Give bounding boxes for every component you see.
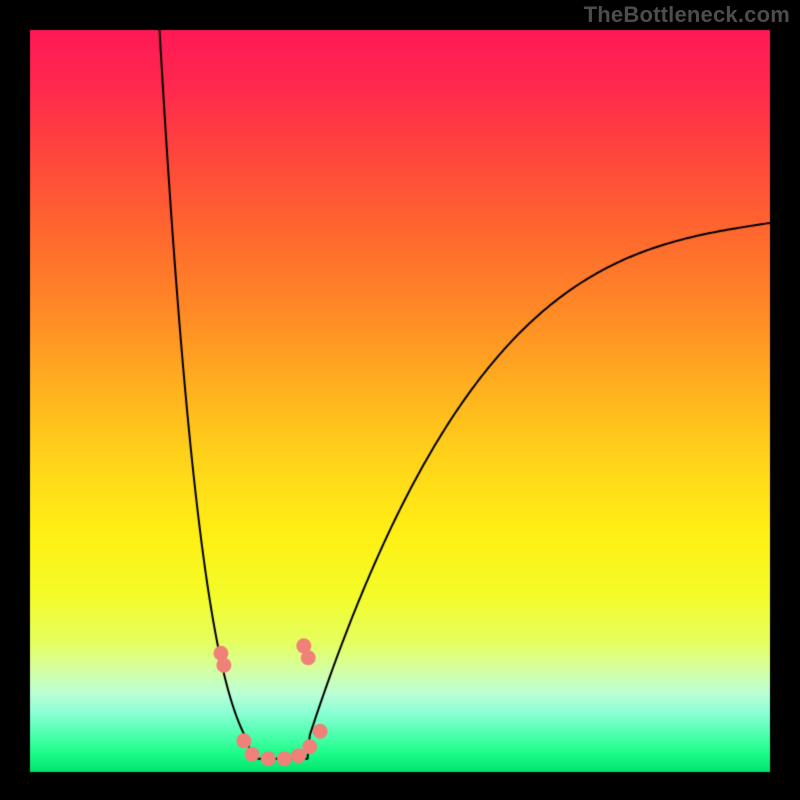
chart-container: TheBottleneck.com <box>0 0 800 800</box>
bottleneck-chart-canvas <box>0 0 800 800</box>
